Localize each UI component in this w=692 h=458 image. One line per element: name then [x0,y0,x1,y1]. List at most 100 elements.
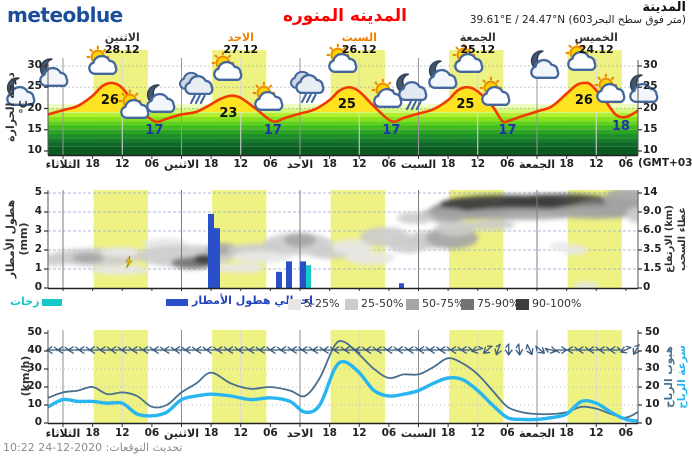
cloud-altitude-title: الارتفاع (km) [664,205,675,273]
time-tick-label: الاحد [286,157,314,171]
time-tick-label: 18 [203,426,219,439]
time-tick-label: 06 [618,426,634,439]
temp-tick-right: 20 [643,101,658,114]
cloud-altitude-tick: 1.5 [643,262,662,274]
time-tick-label: 18 [440,157,456,170]
time-tick-label: 12 [114,157,130,170]
forecast-update-timestamp: تحديث التوقعات: 2020-12-24 10:22 [3,441,183,454]
day-name: الاثنين [104,31,140,44]
time-tick-label: 06 [381,157,397,170]
sun-cloud-icon [211,51,243,81]
wind-tick-right: 30 [645,362,660,374]
page-title: المدينه المنوره [282,6,407,26]
precip-bar [214,228,220,288]
wind-tick-right: 50 [645,326,660,338]
time-tick-label: 06 [618,157,634,170]
temp-tick-right: 15 [643,122,658,135]
temp-scale-stripe [48,138,638,143]
sun-cloud-icon [86,45,118,75]
precip-bar [208,213,214,288]
total-precip-legend-label: إجمالي هطول الأمطار [192,294,313,307]
cloud-bucket-swatch [345,299,358,310]
cloud-bucket-label: 25-50% [361,297,404,310]
temp-tick-right: 10 [643,144,658,156]
temp-scale-stripe [48,142,638,147]
time-tick-label: 12 [351,157,367,170]
cloud-bucket-swatch [406,299,419,310]
time-tick-label: الجمعة [518,157,556,171]
gust-title: هبوب الرياح [663,346,675,408]
cloud-bucket-label: 90-100% [532,297,582,310]
wind-right-axis-title: هبوب الرياح سرعة الرياح [663,329,689,425]
time-tick-label: 12 [470,157,486,170]
moon-cloud-icon [530,50,560,79]
temp-scale-stripe [48,117,638,122]
location-coordinates: 39.61°E / 24.47°N (متر فوق سطح البحر603) [469,14,686,26]
time-tick-label: 18 [85,426,100,439]
cloud-bucket-label: 75-90% [477,297,520,310]
time-tick-label: الاثنين [164,157,199,171]
temp-tick-left: 20 [27,101,42,114]
moon-cloud-icon [428,60,458,89]
day-date: 27.12 [223,43,259,56]
temp-scale-stripe [48,134,638,139]
day-date: 24.12 [578,43,614,56]
sun-cloud-icon [594,73,626,103]
temp-max-label: 25 [337,97,356,113]
meteoblue-logo[interactable]: meteoblue [7,3,123,27]
rain-cloud-icon [290,70,325,104]
moon-cloud-icon [146,84,176,113]
wind-tick-left: 0 [34,416,42,428]
temp-scale-stripe [48,112,638,117]
time-tick-label: 18 [85,157,100,170]
location-name: المدينة [642,0,686,15]
precip-tick-left: 5 [34,186,42,198]
sun-cloud-icon [452,43,484,73]
temp-min-label: 17 [263,123,282,139]
temp-max-label: 23 [219,105,238,121]
temp-axis-unit: °C [17,100,30,114]
day-date: 28.12 [104,43,140,56]
temp-tick-left: 30 [27,59,42,71]
wind-tick-left: 50 [27,326,42,338]
wind-tick-right: 20 [645,380,660,392]
moon-rain-icon [396,73,428,111]
temp-min-label: 17 [145,123,164,139]
time-tick-label: 18 [559,157,574,170]
precip-bar [276,271,282,288]
day-name: الجمعة [459,31,496,44]
sun-cloud-icon [326,43,358,73]
day-date: 25.12 [460,43,496,56]
lightning-icon [125,255,133,269]
wind-tick-left: 40 [27,344,42,356]
temp-min-label: 18 [611,119,630,134]
wind-tick-right: 0 [645,416,653,428]
showers-bar [306,265,311,288]
wind-axis-unit: (km/h) [18,355,32,397]
temp-fill-area [57,82,638,112]
time-tick-label: 06 [381,426,397,439]
time-tick-label: الاثنين [164,426,199,440]
day-name: الخميس [574,31,618,44]
total-precip-legend-swatch [166,299,188,306]
day-name: الاحد [227,31,254,44]
cloud-altitude-tick: 3.5 [643,243,662,255]
time-tick-label: 06 [144,157,160,170]
time-tick-label: الاحد [286,426,314,440]
time-tick-label: 18 [559,426,574,439]
wind-tick-left: 10 [27,398,42,410]
precip-tick-left: 0 [34,281,42,293]
time-tick-label: 06 [500,426,515,439]
moon-cloud-icon [39,58,69,87]
showers-legend-label: زخات [10,295,40,308]
temp-min-label: 17 [498,123,517,139]
sun-cloud-icon [371,78,403,108]
time-tick-label: 18 [322,426,337,439]
day-name: السبت [341,31,377,44]
temp-tick-right: 30 [643,59,658,71]
cloud-bucket-swatch [288,299,301,310]
day-date: 26.12 [341,43,377,56]
temp-scale-stripe [48,129,638,134]
wind-tick-right: 10 [645,398,660,410]
wind-tick-right: 40 [645,344,660,356]
